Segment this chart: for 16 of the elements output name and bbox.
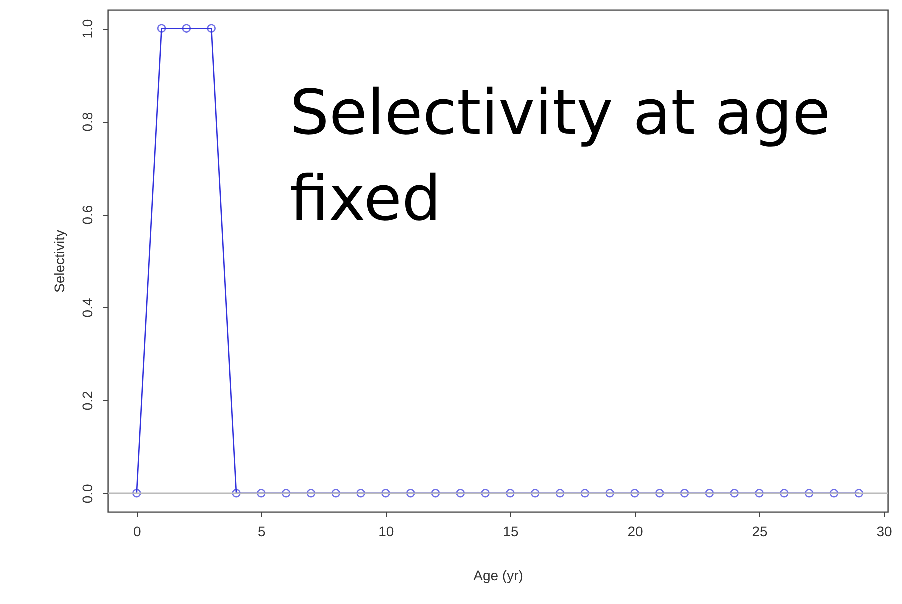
y-tick-label: 0.0	[80, 484, 96, 504]
x-tick-label: 20	[628, 524, 644, 540]
y-tick-label: 0.6	[80, 205, 96, 225]
x-tick-label: 10	[378, 524, 394, 540]
x-tick-label: 0	[133, 524, 142, 540]
annotation: Selectivity at age fixed	[290, 75, 832, 237]
y-axis-title: Selectivity	[52, 230, 68, 294]
y-tick-label: 0.8	[80, 112, 96, 132]
x-axis-title: Age (yr)	[474, 568, 524, 584]
x-tick-label: 5	[258, 524, 266, 540]
x-tick-label: 25	[752, 524, 768, 540]
y-tick-label: 0.4	[80, 298, 96, 318]
y-tick-label: 1.0	[80, 19, 96, 39]
x-tick-label: 15	[503, 524, 519, 540]
y-tick-label: 0.2	[80, 391, 96, 411]
x-tick-label: 30	[876, 524, 893, 540]
